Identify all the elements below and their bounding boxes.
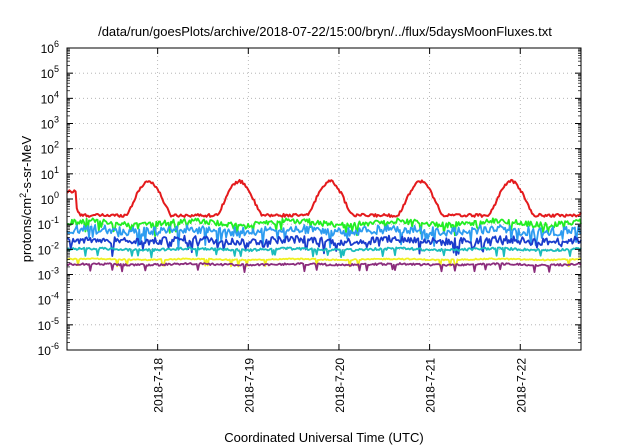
y-axis-label-pre: protons/cm: [19, 198, 34, 262]
y-tick-label: 10-2: [38, 240, 59, 257]
y-tick-label: 103: [41, 115, 59, 132]
y-tick-label: 104: [41, 89, 59, 106]
y-tick-label: 105: [41, 64, 59, 81]
x-tick-label: 2018-7-19: [242, 358, 256, 413]
x-tick-label: 2018-7-20: [333, 358, 347, 413]
y-axis-label: protons/cm2-s-sr-MeV: [18, 135, 34, 262]
chart-title: /data/run/goesPlots/archive/2018-07-22/1…: [98, 24, 552, 39]
y-tick-label: 10-3: [38, 266, 59, 283]
y-ticks: 10-6 10-5 10-4 10-3 10-2 10-1 100 101 102 103 104 1…: [38, 39, 581, 358]
x-ticks: 2018-7-18 2018-7-19 2018-7-20 2018-7-21 2018…: [152, 48, 528, 413]
series-line: [66, 178, 582, 218]
series-line: [66, 217, 582, 238]
x-tick-label: 2018-7-21: [424, 358, 438, 413]
series-line: [66, 257, 582, 268]
series-line: [66, 224, 582, 251]
y-tick-label: 102: [41, 140, 59, 157]
x-axis-label: Coordinated Universal Time (UTC): [224, 430, 423, 445]
y-tick-label: 10-4: [38, 291, 59, 308]
y-tick-label: 10-6: [38, 341, 59, 358]
series-line: [66, 262, 582, 274]
y-tick-label: 101: [41, 165, 59, 182]
y-axis-label-sup: 2: [18, 193, 28, 198]
y-tick-label: 106: [41, 39, 59, 56]
y-axis-label-post: -s-sr-MeV: [19, 135, 34, 192]
y-tick-label: 100: [41, 190, 59, 207]
grid: [67, 48, 581, 350]
series-line: [66, 234, 582, 258]
x-tick-label: 2018-7-18: [152, 358, 166, 413]
y-tick-label: 10-1: [38, 215, 59, 232]
x-tick-label: 2018-7-22: [514, 358, 528, 413]
series-line: [66, 246, 582, 259]
y-tick-label: 10-5: [38, 316, 59, 333]
series-group: [66, 178, 582, 274]
